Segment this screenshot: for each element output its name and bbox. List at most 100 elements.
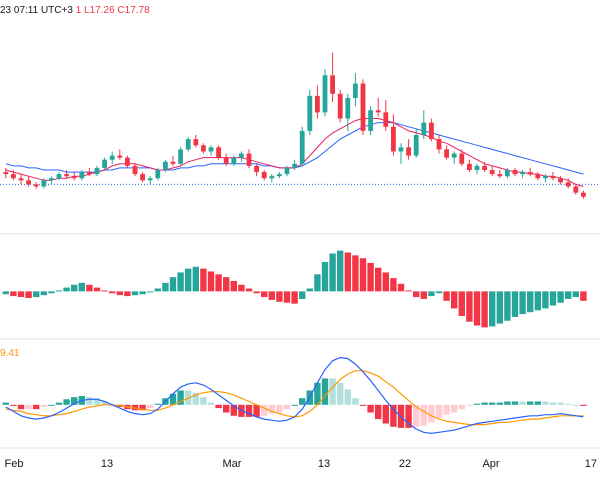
oscillator-pane: [2, 250, 587, 328]
candle-body: [581, 192, 586, 197]
candle-body: [315, 95, 320, 113]
oscillator-bar: [481, 291, 488, 328]
macd-histogram-bar: [458, 404, 465, 410]
oscillator-bar: [86, 284, 93, 292]
oscillator-bar: [245, 288, 253, 292]
oscillator-bar: [169, 277, 177, 292]
macd-histogram-bar: [504, 401, 511, 405]
macd-line: [5, 356, 584, 435]
macd-histogram-bar: [542, 401, 549, 405]
macd-histogram-bar: [63, 399, 70, 405]
oscillator-bar: [147, 291, 154, 293]
candle-body: [102, 159, 107, 168]
macd-histogram-bar: [169, 393, 177, 405]
macd-histogram-bar: [367, 404, 374, 413]
oscillator-bar: [420, 291, 427, 299]
candle-body: [573, 186, 579, 193]
candle-body: [254, 165, 259, 173]
macd-histogram-bar: [154, 403, 161, 405]
oscillator-bar: [496, 291, 503, 324]
macd-histogram-bar: [192, 392, 199, 405]
oscillator-bar: [527, 291, 534, 313]
candle-body: [436, 139, 442, 150]
oscillator-bar: [329, 253, 336, 292]
macd-histogram-bar: [40, 404, 47, 407]
oscillator-bar: [71, 284, 78, 292]
macd-histogram-bar: [420, 404, 427, 426]
oscillator-bar: [40, 291, 47, 296]
oscillator-bar: [405, 290, 412, 292]
candle-body: [79, 172, 85, 179]
macd-histogram-bar: [329, 378, 336, 405]
date-label: 23 07:11 UTC+3: [0, 5, 73, 16]
oscillator-bar: [261, 291, 268, 298]
candle-body: [391, 126, 396, 152]
oscillator-bar: [375, 267, 382, 292]
oscillator-bar: [215, 274, 222, 292]
macd-histogram-bar: [572, 404, 579, 406]
macd-histogram-bar: [352, 398, 359, 405]
oscillator-bar: [466, 291, 473, 322]
oscillator-bar: [131, 291, 139, 296]
oscillator-bar: [321, 262, 329, 292]
macd-histogram-bar: [147, 404, 154, 409]
oscillator-bar: [397, 283, 405, 292]
candle-body: [109, 155, 115, 160]
macd-histogram-bar: [519, 401, 526, 405]
macd-histogram-bar: [276, 404, 283, 413]
candle-body: [383, 112, 389, 127]
candle-body: [193, 139, 199, 146]
candle-body: [178, 149, 183, 164]
candle-body: [512, 170, 518, 175]
macd-pane: [2, 356, 587, 435]
candle-body: [185, 139, 191, 150]
candle-body: [3, 172, 9, 175]
candle-body: [550, 176, 556, 179]
candle-body: [467, 163, 472, 170]
oscillator-bar: [390, 278, 397, 292]
macd-histogram-bar: [375, 404, 382, 420]
candle-body: [489, 170, 495, 175]
candle-body: [246, 153, 252, 166]
oscillator-bar: [557, 291, 564, 303]
macd-histogram-bar: [10, 404, 17, 406]
macd-histogram-bar: [33, 404, 40, 410]
macd-histogram-bar: [549, 402, 557, 405]
moving-average-red: [5, 118, 584, 187]
macd-histogram-bar: [473, 403, 481, 405]
oscillator-bar: [489, 291, 496, 327]
candle-body: [11, 174, 16, 179]
macd-histogram-bar: [557, 402, 564, 405]
macd-histogram-bar: [466, 404, 473, 406]
macd-histogram-bar: [200, 397, 207, 405]
oscillator-bar: [337, 250, 344, 292]
candle-body: [277, 174, 282, 177]
oscillator-bar: [93, 287, 101, 292]
oscillator-bar: [549, 291, 557, 306]
macd-histogram-bar: [481, 402, 488, 405]
candle-body: [125, 157, 130, 166]
macd-histogram-bar: [101, 401, 108, 405]
candle-body: [26, 180, 31, 185]
candle-body: [201, 145, 206, 152]
candle-body: [170, 161, 176, 164]
candle-body: [208, 147, 214, 152]
x-tick-label: 13: [101, 458, 113, 470]
macd-histogram-bar: [17, 404, 25, 410]
macd-histogram-bar: [261, 404, 268, 416]
oscillator-bar: [78, 282, 85, 292]
macd-histogram-bar: [344, 389, 351, 405]
candle-body: [155, 170, 161, 179]
candle-body: [413, 135, 419, 156]
candle-body: [429, 122, 434, 140]
candle-body: [261, 172, 267, 179]
macd-histogram-bar: [580, 404, 587, 406]
macd-histogram-bar: [390, 404, 397, 427]
oscillator-bar: [504, 291, 511, 321]
oscillator-bar: [534, 291, 541, 311]
oscillator-bar: [580, 291, 587, 301]
oscillator-bar: [55, 290, 63, 292]
candle-body: [223, 157, 229, 164]
macd-histogram-bar: [405, 404, 412, 428]
candle-body: [482, 165, 487, 170]
